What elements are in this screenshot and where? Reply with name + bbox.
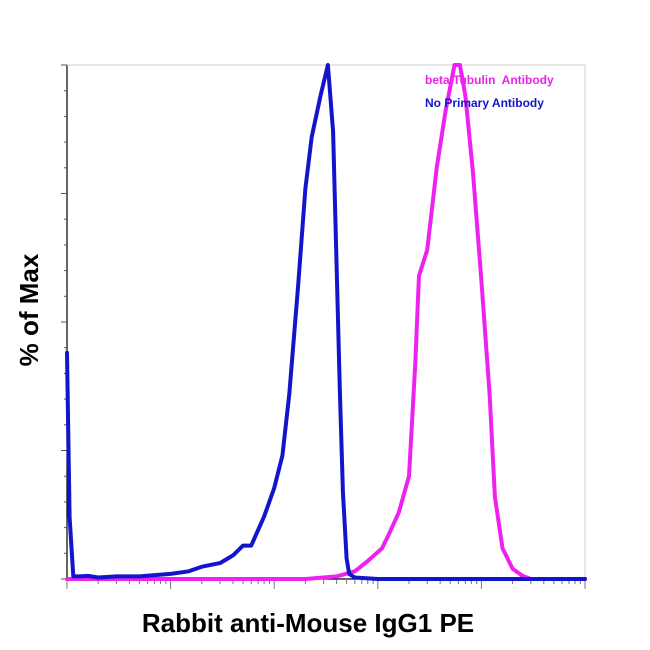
series-lines [65, 63, 587, 581]
y-axis-label: % of Max [14, 253, 44, 366]
legend-entry-1: beta Tubulin Antibody [425, 73, 554, 87]
x-axis-label: Rabbit anti-Mouse IgG1 PE [142, 608, 474, 638]
legend-entry-2: No Primary Antibody [425, 96, 544, 110]
y-axis-ticks [61, 64, 67, 580]
legend: beta Tubulin Antibody No Primary Antibody [425, 73, 554, 110]
series-line-1 [65, 63, 587, 581]
plot-frame [66, 64, 586, 580]
series-line-2 [65, 63, 587, 581]
